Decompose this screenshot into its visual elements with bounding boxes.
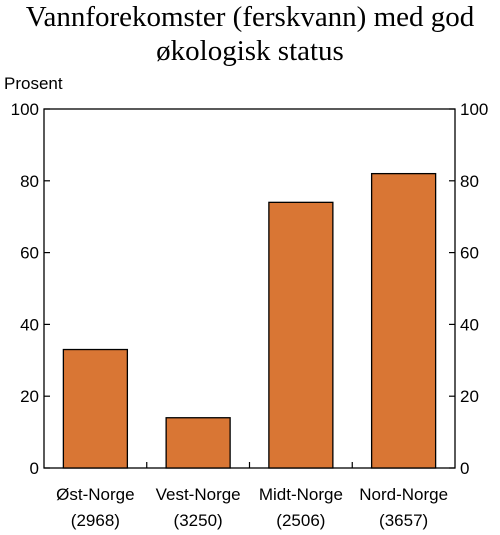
y-tick-label-right: 100 (460, 100, 488, 119)
bar (165, 417, 231, 469)
y-tick-label-right: 0 (460, 459, 469, 478)
x-category-count-label: (3657) (379, 511, 428, 530)
y-tick-label-right: 20 (460, 387, 479, 406)
x-category-count-label: (2968) (71, 511, 120, 530)
chart-title: Vannforekomster (ferskvann) med god økol… (26, 1, 475, 67)
x-category-label: Nord-Norge (359, 485, 448, 504)
y-tick-label-left: 0 (30, 459, 39, 478)
x-category-label: Midt-Norge (259, 485, 343, 504)
y-tick-label-right: 80 (460, 172, 479, 191)
y-tick-label-left: 60 (20, 244, 39, 263)
bar (62, 348, 129, 469)
chart-title-line-2: økologisk status (156, 35, 344, 67)
plot-area: 0 0 20 20 40 40 60 60 80 80 100 100 Øst-Norge (2968) V… (11, 100, 489, 530)
x-category-count-label: (3250) (174, 511, 223, 530)
y-tick-label-right: 40 (460, 315, 479, 334)
x-category-label: Vest-Norge (156, 485, 241, 504)
bar (268, 201, 334, 469)
y-tick-label-right: 60 (460, 244, 479, 263)
y-tick-label-left: 100 (11, 100, 39, 119)
chart-title-line-1: Vannforekomster (ferskvann) med god (26, 1, 475, 33)
y-axis-unit-label: Prosent (4, 74, 63, 93)
y-tick-label-left: 20 (20, 387, 39, 406)
y-tick-label-left: 80 (20, 172, 39, 191)
x-category-label: Øst-Norge (56, 485, 134, 504)
x-category-count-label: (2506) (276, 511, 325, 530)
bar (370, 172, 437, 469)
y-tick-label-left: 40 (20, 315, 39, 334)
